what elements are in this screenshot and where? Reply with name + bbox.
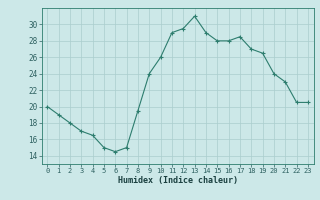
- X-axis label: Humidex (Indice chaleur): Humidex (Indice chaleur): [118, 176, 237, 185]
